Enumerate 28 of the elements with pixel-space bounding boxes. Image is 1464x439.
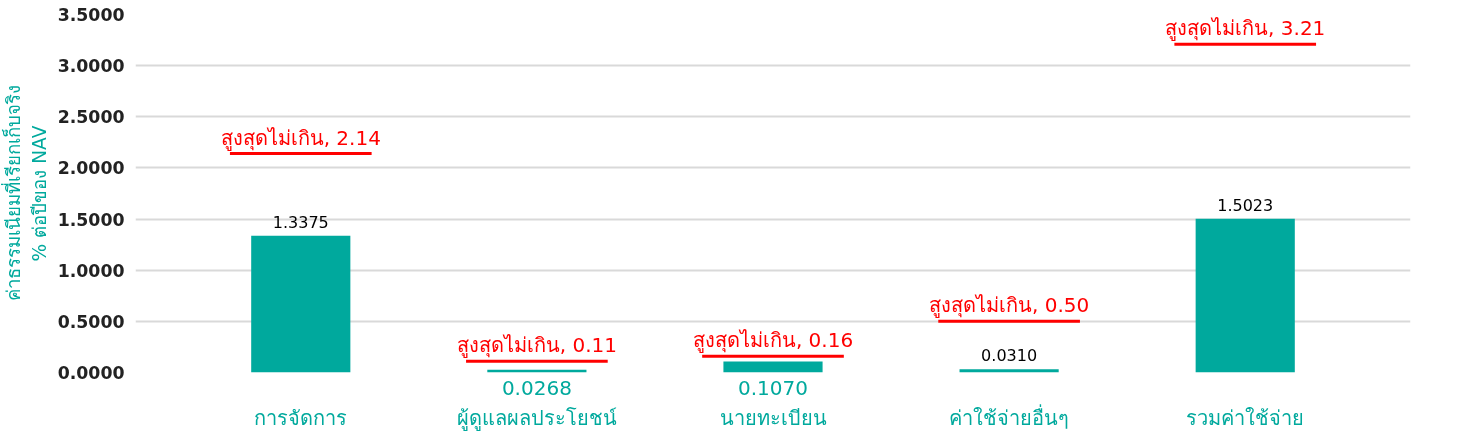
x-tick-label: นายทะเบียน — [719, 405, 827, 430]
data-label: 0.0310 — [981, 346, 1038, 366]
y-tick-label: 0.5000 — [57, 311, 125, 332]
data-label: 0.0268 — [501, 375, 572, 400]
y-tick-label: 3.0000 — [57, 56, 125, 77]
y-axis-title: ค่าธรรมเนียมที่เรียกเก็บจริง % ต่อปีของ NAV — [1, 85, 50, 302]
x-tick-label: การจัดการ — [254, 405, 348, 430]
x-tick-label: ผู้ดูแลผลประโยชน์ — [456, 405, 617, 431]
bar — [251, 235, 351, 373]
data-label: 1.5023 — [1217, 195, 1274, 215]
ref-line-label: สูงสุดไม่เกิน, 3.21 — [1165, 16, 1326, 42]
bar — [959, 369, 1059, 373]
data-label: 1.3375 — [272, 212, 329, 232]
y-tick-label: 1.5000 — [57, 209, 125, 230]
ref-line-label: สูงสุดไม่เกิน, 2.14 — [220, 125, 381, 151]
bar — [1195, 218, 1295, 373]
ref-line-label: สูงสุดไม่เกิน, 0.11 — [456, 333, 618, 359]
x-tick-label: ค่าใช้จ่ายอื่นๆ — [949, 403, 1070, 430]
bar — [723, 361, 823, 373]
y-tick-label: 0.0000 — [57, 363, 125, 383]
y-tick-label: 1.0000 — [57, 260, 125, 281]
data-label: 0.1070 — [738, 375, 808, 400]
y-tick-label: 3.5000 — [57, 5, 125, 25]
y-tick-label: 2.0000 — [57, 158, 125, 179]
ref-line-label: สูงสุดไม่เกิน, 0.16 — [692, 328, 854, 354]
x-tick-label: รวมค่าใช้จ่าย — [1186, 405, 1305, 430]
ref-line-label: สูงสุดไม่เกิน, 0.50 — [928, 293, 1090, 319]
y-tick-label: 2.5000 — [57, 107, 125, 128]
